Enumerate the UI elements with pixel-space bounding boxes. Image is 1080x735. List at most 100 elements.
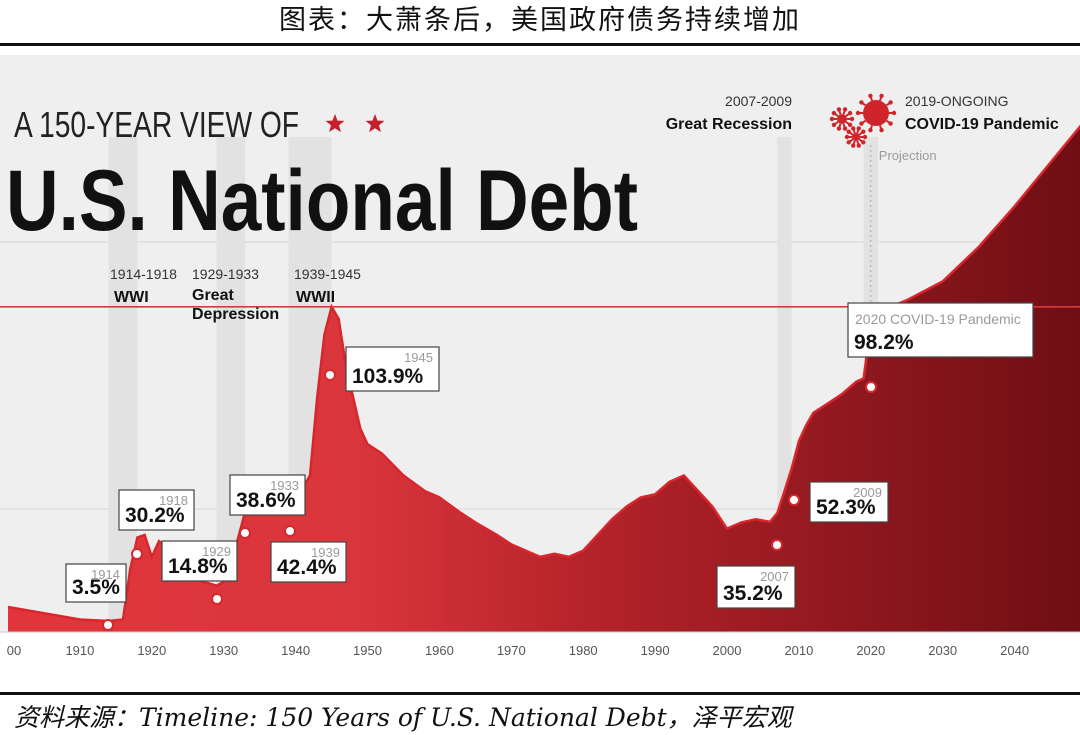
projection-label: Projection [879,148,937,163]
callout-box [716,565,796,609]
virus-spike-tip [842,107,848,112]
virus-spike-tip [861,129,866,134]
callout-value: 30.2% [125,504,185,527]
callout-year: 1914 [91,567,120,582]
virus-spike-tip [844,134,850,140]
callout-box [229,474,306,516]
virus-spike-tip [851,143,856,148]
virus-body [837,114,847,124]
callout-year: 2007 [760,569,789,584]
event-name-label: Great [192,287,234,304]
callout-point-marker [324,369,336,381]
virus-icon [855,93,897,133]
callout-year: 1945 [404,350,433,365]
x-tick-label: 2020 [856,643,885,658]
callout-box [65,563,127,603]
virus-spike-tip [862,134,868,140]
x-tick-label: 2000 [713,643,742,658]
virus-spike-tip [888,100,893,105]
event-years-label: 2007-2009 [725,93,792,109]
virus-spike-tip [859,121,864,126]
callout-value: 3.5% [72,576,120,599]
x-tick-label: 2040 [1000,643,1029,658]
virus-spike-tip [855,110,861,116]
x-tick-label: 2030 [928,643,957,658]
event-years-label: 1914-1918 [110,266,177,282]
virus-spike-tip [888,121,893,126]
x-tick-label: 1960 [425,643,454,658]
virus-spike-tip [851,126,856,131]
callout-value: 14.8% [168,555,228,578]
callout-point-marker [239,527,251,539]
virus-spike-tip [836,107,842,112]
virus-spike-tip [846,140,851,145]
callout-value: 38.6% [236,489,296,512]
x-tick-label: 1930 [209,643,238,658]
x-tick-label: 1940 [281,643,310,658]
callout-point-marker [131,548,143,560]
star-icon [365,114,385,133]
callout-point-marker [284,525,296,537]
callout-box [118,489,195,531]
callout-point-marker [102,619,114,631]
figure-caption-title: 图表：大萧条后，美国政府债务持续增加 [279,5,801,36]
virus-spike-tip [831,110,837,116]
x-tick-label: 1970 [497,643,526,658]
virus-icon [844,126,868,148]
callout-year: 1939 [311,545,340,560]
event-name-label: Great Recession [666,116,792,133]
event-years-label: 2019-ONGOING [905,93,1008,109]
callout-year: 2009 [853,485,882,500]
event-years-label: 1939-1945 [294,266,361,282]
event-name-label: Depression [192,306,279,323]
callout-value: 103.9% [352,365,424,388]
virus-spike-tip [891,110,897,116]
callout-point-marker [211,593,223,605]
virus-spike-tip [836,126,842,131]
virus-icon [829,107,855,131]
top-rule [0,43,1080,46]
x-tick-label: 1910 [65,643,94,658]
bottom-rule [0,692,1080,695]
x-tick-label: 1920 [137,643,166,658]
callout-box [809,481,889,523]
x-tick-label: 1950 [353,643,382,658]
event-name-label: WWII [296,289,335,306]
virus-spike-tip [868,127,873,133]
callout-value: 42.4% [277,556,337,579]
virus-spike-tip [847,110,853,116]
virus-spike-tip [847,122,853,128]
x-tick-label: 2010 [784,643,813,658]
figure-source-note: 资料来源：Timeline: 150 Years of U.S. Nationa… [14,703,792,732]
event-years-label: 1929-1933 [192,266,259,282]
callout-box [345,346,440,392]
x-tick-label: 1980 [569,643,598,658]
virus-spike-tip [831,122,837,128]
event-name-label: WWI [114,289,149,306]
virus-spike-tip [849,116,855,122]
callout-value: 98.2% [854,331,914,354]
chart-kicker: A 150-YEAR VIEW OF [14,104,299,145]
callout-value: 35.2% [723,582,783,605]
virus-body [852,133,860,141]
x-tick-label: 1990 [641,643,670,658]
virus-spike-tip [856,126,861,131]
event-name-label: COVID-19 Pandemic [905,116,1059,133]
callout-point-marker [771,539,783,551]
callout-box [161,540,238,582]
virus-body [863,100,889,126]
virus-spike-tip [879,127,884,133]
virus-spike-tip [829,116,835,122]
x-tick-label: 00 [7,643,21,658]
callout-year: 2020 COVID-19 Pandemic [855,311,1021,327]
callout-year: 1918 [159,493,188,508]
callout-value: 52.3% [816,496,876,519]
callout-point-marker [788,494,800,506]
virus-spike-tip [861,140,866,145]
virus-spike-tip [859,100,864,105]
callout-year: 1929 [202,544,231,559]
callout-box [270,541,347,583]
star-icon [325,114,345,133]
event-shading-band [108,137,138,632]
virus-spike-tip [856,143,861,148]
